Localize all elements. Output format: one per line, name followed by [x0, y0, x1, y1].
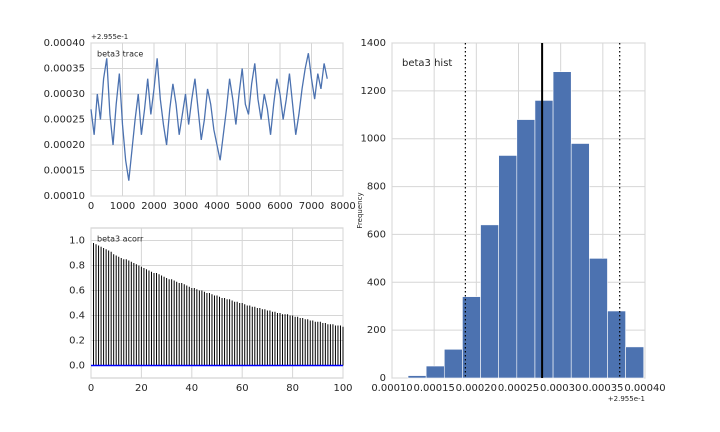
- offset-text: +2.955e-1: [91, 33, 128, 41]
- x-tick-label: 0.00040: [624, 383, 665, 394]
- y-tick-label: 200: [367, 325, 386, 336]
- hist-bar: [480, 224, 499, 379]
- offset-text: +2.955e-1: [608, 395, 645, 403]
- x-tick-label: 0.00020: [456, 383, 497, 394]
- x-tick-label: 0: [88, 383, 94, 394]
- hist-bar: [534, 100, 554, 379]
- y-tick-label: 0.00030: [44, 89, 85, 100]
- x-tick-label: 7000: [299, 201, 324, 212]
- y-tick-label: 1200: [361, 86, 386, 97]
- x-tick-label: 8000: [330, 201, 355, 212]
- x-tick-label: 2000: [141, 201, 166, 212]
- y-tick-label: 0.00025: [44, 115, 85, 126]
- y-tick-label: 600: [367, 229, 386, 240]
- hist-bar: [607, 310, 626, 379]
- y-tick-label: 800: [367, 182, 386, 193]
- y-tick-label: 0: [380, 373, 386, 384]
- y-tick-label: 0.00015: [44, 166, 85, 177]
- annotation: beta3 acorr: [97, 235, 144, 244]
- hist-bar: [407, 375, 427, 379]
- y-tick-label: 0.2: [69, 336, 85, 347]
- hist-bar: [516, 119, 536, 379]
- x-tick-label: 0.00015: [413, 383, 454, 394]
- y-tick-label: 0.8: [69, 261, 85, 272]
- x-tick-label: 3000: [173, 201, 198, 212]
- hist-bar: [462, 296, 481, 379]
- hist-bar: [570, 143, 590, 379]
- x-tick-label: 5000: [236, 201, 261, 212]
- x-tick-label: 80: [286, 383, 299, 394]
- x-tick-label: 4000: [204, 201, 229, 212]
- hist-bar: [552, 71, 572, 379]
- x-tick-label: 6000: [267, 201, 292, 212]
- trace-line: [90, 53, 328, 181]
- subplot: 0.0 0.2 0.4 0.6 0.8 1.0 0 20 40 60 80 100 beta3 acor…: [69, 227, 353, 394]
- x-tick-label: 60: [236, 383, 249, 394]
- y-tick-label: 0.00040: [44, 38, 85, 49]
- hist-bar: [498, 155, 518, 379]
- y-tick-label: 400: [367, 277, 386, 288]
- annotation: beta3 hist: [402, 58, 452, 69]
- x-tick-label: 0.00035: [582, 383, 623, 394]
- y-tick-label: 0.0: [69, 361, 85, 372]
- hist-bar: [589, 258, 608, 379]
- y-tick-label: 1400: [361, 38, 386, 49]
- y-tick-label: 0.00020: [44, 140, 85, 151]
- x-tick-label: 100: [333, 383, 352, 394]
- y-axis-label: Frequency: [356, 192, 364, 228]
- hist-bar: [425, 365, 445, 379]
- y-tick-label: 0.4: [69, 311, 85, 322]
- y-tick-label: 1000: [361, 134, 386, 145]
- y-tick-label: 0.00035: [44, 64, 85, 75]
- y-tick-label: 0.00010: [44, 191, 85, 202]
- hist-bar: [443, 348, 463, 379]
- y-tick-label: 0.6: [69, 286, 85, 297]
- subplot: 0.00010 0.00015 0.00020 0.00025 0.00030 0.000…: [44, 33, 356, 212]
- y-tick-label: 1.0: [69, 236, 85, 247]
- x-tick-label: 0.00025: [498, 383, 539, 394]
- x-tick-label: 0: [88, 201, 94, 212]
- x-tick-label: 0.00030: [540, 383, 581, 394]
- annotation: beta3 trace: [97, 50, 143, 59]
- x-tick-label: 40: [185, 383, 198, 394]
- hist-bar: [625, 346, 645, 379]
- x-tick-label: 0.00010: [371, 383, 412, 394]
- x-tick-label: 1000: [110, 201, 135, 212]
- x-tick-label: 20: [135, 383, 148, 394]
